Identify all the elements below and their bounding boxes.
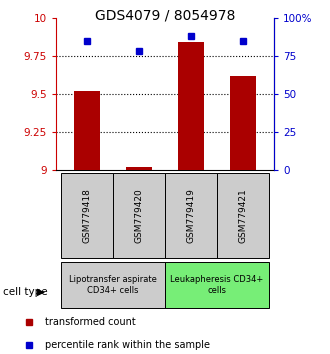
Text: percentile rank within the sample: percentile rank within the sample [45, 339, 210, 350]
Bar [113, 173, 165, 258]
Text: GSM779421: GSM779421 [238, 189, 247, 243]
Text: cell type: cell type [3, 287, 48, 297]
Bar [165, 173, 217, 258]
Bar [217, 173, 269, 258]
Bar [230, 75, 256, 170]
Text: GSM779420: GSM779420 [135, 189, 144, 243]
Bar [61, 173, 113, 258]
Text: Leukapheresis CD34+
cells: Leukapheresis CD34+ cells [170, 275, 263, 295]
Bar [126, 167, 152, 170]
Bar [61, 262, 165, 308]
Bar [74, 91, 100, 170]
Text: GSM779419: GSM779419 [186, 188, 195, 244]
Bar [165, 262, 269, 308]
Bar [178, 42, 204, 170]
Text: Lipotransfer aspirate
CD34+ cells: Lipotransfer aspirate CD34+ cells [69, 275, 157, 295]
Text: ▶: ▶ [37, 287, 45, 297]
Text: GDS4079 / 8054978: GDS4079 / 8054978 [95, 9, 235, 23]
Text: GSM779418: GSM779418 [83, 188, 92, 244]
Text: transformed count: transformed count [45, 317, 136, 327]
